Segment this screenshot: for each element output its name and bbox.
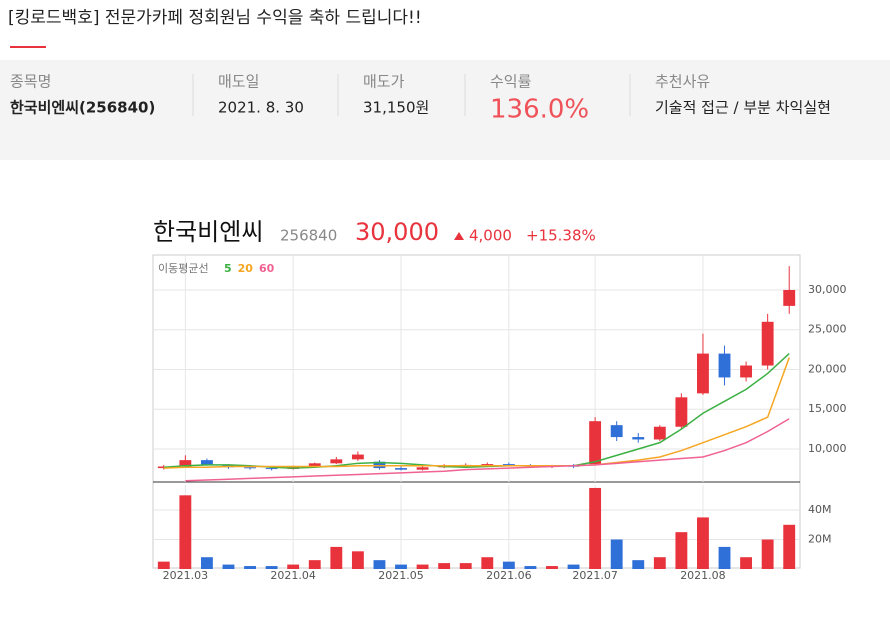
volume-bar xyxy=(287,564,300,569)
candle-body xyxy=(373,461,386,469)
volume-bar xyxy=(653,557,666,569)
y-tick-label: 20M xyxy=(808,533,832,546)
stock-name: 한국비엔씨 xyxy=(153,218,263,246)
y-tick-label: 30,000 xyxy=(808,283,847,296)
volume-bar xyxy=(589,487,602,569)
volume-bar xyxy=(179,495,192,569)
price-change: 4,000 xyxy=(469,227,512,245)
candle-body xyxy=(179,460,192,467)
candle-body xyxy=(589,421,602,465)
candle-body xyxy=(330,459,343,464)
volume-bar xyxy=(157,561,170,569)
chart-frame xyxy=(152,254,801,569)
x-tick-label: 2021.03 xyxy=(163,569,209,582)
candle-body xyxy=(610,425,623,438)
field-label: 매도일 xyxy=(218,73,259,91)
candle-body xyxy=(502,464,515,466)
candle-body xyxy=(632,437,645,440)
candle-body xyxy=(718,353,731,378)
volume-bar xyxy=(438,563,451,569)
candle-body xyxy=(481,464,494,466)
volume-bar xyxy=(244,566,256,569)
stock-code: 256840 xyxy=(280,227,337,245)
field-label: 수익률 xyxy=(490,73,532,91)
field-value: 한국비엔씨(256840) xyxy=(10,99,155,117)
candle-body xyxy=(265,468,278,470)
ma-line xyxy=(163,357,790,469)
y-tick-label: 25,000 xyxy=(808,323,847,336)
y-tick-label: 40M xyxy=(808,503,832,516)
candle-body xyxy=(351,454,364,460)
candle-body xyxy=(740,365,753,378)
field-value: 31,150원 xyxy=(363,99,429,117)
volume-bar xyxy=(567,564,580,569)
volume-bar xyxy=(416,564,429,569)
x-tick-label: 2021.05 xyxy=(378,569,424,582)
volume-bar xyxy=(546,566,558,569)
field-label: 매도가 xyxy=(363,73,405,91)
volume-bar xyxy=(308,560,321,569)
volume-bar xyxy=(740,557,753,569)
info-box xyxy=(0,60,890,160)
x-tick-label: 2021.08 xyxy=(680,569,726,582)
candle-body xyxy=(783,289,796,306)
volume-bar xyxy=(222,564,235,569)
banner-title: [킹로드백호] 전문가카페 정회원님 수익을 축하 드립니다!! xyxy=(8,8,422,28)
volume-bar xyxy=(524,566,537,569)
field-value: 2021. 8. 30 xyxy=(218,99,304,117)
field-value: 기술적 접근 / 부분 차익실현 xyxy=(655,99,831,117)
volume-bar xyxy=(610,539,623,569)
volume-bar xyxy=(502,561,515,569)
legend-entry: 60 xyxy=(259,262,275,275)
candle-body xyxy=(761,321,774,366)
candle-body xyxy=(416,467,429,470)
ma-label: 이동평균선 xyxy=(158,262,209,275)
y-tick-label: 20,000 xyxy=(808,362,847,375)
candle-body xyxy=(308,463,321,467)
ma-line xyxy=(185,418,790,482)
volume-bar xyxy=(330,546,343,569)
plot: 10,000 15,000 20,000 25,000 30,000 20M 40M 2021… xyxy=(153,255,847,582)
volume-bar xyxy=(632,560,645,569)
field-label: 추천사유 xyxy=(655,73,710,91)
volume-bar xyxy=(718,546,731,569)
field-label: 종목명 xyxy=(10,73,51,91)
volume-bar xyxy=(697,517,709,569)
x-tick-label: 2021.06 xyxy=(486,569,532,582)
volume-bar xyxy=(373,560,386,569)
candle-body xyxy=(157,466,170,469)
candle-body xyxy=(675,397,688,427)
stock-price: 30,000 xyxy=(355,218,439,246)
x-tick-label: 2021.04 xyxy=(270,569,316,582)
legend-entry: 5 xyxy=(224,262,232,275)
y-tick-label: 15,000 xyxy=(808,402,847,415)
volume-bar xyxy=(200,557,213,569)
up-arrow xyxy=(454,232,464,240)
x-tick-label: 2021.07 xyxy=(572,569,618,582)
volume-bar xyxy=(395,564,407,569)
volume-bar xyxy=(675,532,688,569)
volume-bar xyxy=(459,563,472,569)
legend-entry: 20 xyxy=(238,262,254,275)
ma-line xyxy=(163,353,790,469)
y-tick-label: 10,000 xyxy=(808,442,847,455)
volume-bar xyxy=(265,566,278,569)
volume-bar xyxy=(351,551,364,569)
candle-body xyxy=(697,353,709,394)
candle-body xyxy=(653,426,666,440)
volume-bar xyxy=(481,557,494,569)
volume-bar xyxy=(783,524,796,569)
volume-bar xyxy=(761,539,774,569)
candle-body xyxy=(200,460,213,465)
price-change-pct: +15.38% xyxy=(526,227,596,245)
field-value: 136.0% xyxy=(490,95,589,125)
candle-body xyxy=(244,467,256,469)
candle-body xyxy=(395,468,407,470)
